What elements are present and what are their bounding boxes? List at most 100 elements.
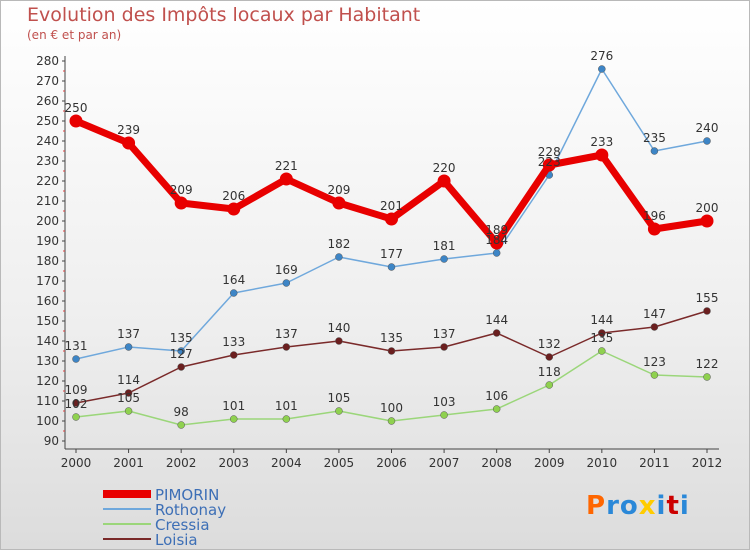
data-point-loisia [72, 399, 80, 407]
data-point-loisia [177, 363, 185, 371]
logo-letter: r [606, 491, 620, 521]
data-label-loisia: 135 [380, 331, 403, 345]
data-label-pimorin: 233 [590, 135, 613, 149]
data-label-rothonay: 177 [380, 247, 403, 261]
data-point-cressia [598, 347, 606, 355]
legend-label-rothonay: Rothonay [155, 501, 226, 519]
logo-letter: t [666, 491, 680, 521]
data-point-pimorin [542, 158, 556, 172]
data-point-rothonay [124, 343, 133, 351]
data-point-rothonay [282, 279, 291, 287]
data-label-cressia: 105 [327, 391, 350, 405]
y-tick-label: 130 [36, 354, 59, 368]
data-label-loisia: 137 [275, 327, 298, 341]
x-tick-label: 2006 [376, 456, 407, 470]
y-tick-label: 190 [36, 234, 59, 248]
data-point-loisia [387, 347, 396, 355]
data-label-rothonay: 164 [222, 273, 245, 287]
y-tick-label: 270 [36, 74, 59, 88]
data-point-pimorin [385, 212, 398, 226]
x-tick-label: 2008 [481, 456, 512, 470]
data-label-rothonay: 182 [327, 237, 350, 251]
chart-title: Evolution des Impôts locaux par Habitant [27, 4, 421, 26]
data-point-rothonay [177, 347, 185, 355]
data-label-cressia: 102 [65, 397, 88, 411]
data-point-pimorin [332, 196, 346, 210]
data-point-pimorin [595, 148, 609, 162]
data-label-loisia: 147 [643, 307, 666, 321]
logo-letter: P [586, 491, 607, 521]
x-tick-label: 2010 [587, 456, 618, 470]
data-label-rothonay: 137 [117, 327, 140, 341]
data-point-loisia [282, 343, 291, 351]
data-point-pimorin [700, 214, 714, 228]
y-tick-label: 150 [36, 314, 59, 328]
data-label-cressia: 123 [643, 355, 666, 369]
data-point-cressia [703, 373, 711, 381]
data-point-cressia [440, 411, 448, 419]
data-label-pimorin: 201 [380, 199, 403, 213]
data-point-rothonay [440, 255, 448, 263]
data-label-loisia: 109 [65, 383, 88, 397]
data-point-loisia [703, 307, 711, 315]
data-point-loisia [598, 329, 606, 337]
data-label-pimorin: 250 [65, 101, 88, 115]
data-point-rothonay [598, 65, 606, 73]
data-label-rothonay: 240 [696, 121, 719, 135]
x-tick-label: 2012 [692, 456, 723, 470]
x-tick-label: 2011 [639, 456, 670, 470]
data-point-pimorin [647, 222, 661, 236]
y-tick-label: 110 [36, 394, 59, 408]
data-label-cressia: 101 [222, 399, 245, 413]
data-label-cressia: 105 [117, 391, 140, 405]
y-tick-label: 100 [36, 414, 59, 428]
data-label-pimorin: 206 [222, 189, 245, 203]
data-point-loisia [492, 329, 501, 337]
data-label-rothonay: 184 [485, 233, 508, 247]
data-label-pimorin: 239 [117, 123, 140, 137]
data-point-rothonay [650, 147, 659, 155]
data-point-rothonay [72, 355, 80, 363]
x-tick-label: 2003 [218, 456, 249, 470]
data-point-cressia [124, 407, 133, 415]
y-tick-label: 230 [36, 154, 59, 168]
data-point-pimorin [69, 114, 83, 128]
x-tick-label: 2004 [271, 456, 302, 470]
proxiti-logo: Proxiti [586, 491, 690, 521]
y-tick-label: 170 [36, 274, 59, 288]
y-tick-label: 220 [36, 174, 59, 188]
y-tick-label: 210 [36, 194, 59, 208]
data-point-pimorin [279, 172, 293, 186]
data-label-pimorin: 189 [485, 223, 508, 237]
data-label-loisia: 127 [170, 347, 193, 361]
data-label-cressia: 100 [380, 401, 403, 415]
data-label-pimorin: 200 [696, 201, 719, 215]
data-point-rothonay [387, 263, 396, 271]
data-label-loisia: 155 [696, 291, 719, 305]
data-point-cressia [230, 415, 238, 423]
data-label-cressia: 101 [275, 399, 298, 413]
data-label-loisia: 144 [485, 313, 508, 327]
y-tick-label: 280 [36, 54, 59, 68]
data-point-loisia [230, 351, 238, 359]
data-label-cressia: 122 [696, 357, 719, 371]
data-point-cressia [282, 415, 291, 423]
data-label-loisia: 114 [117, 373, 140, 387]
x-tick-label: 2000 [61, 456, 92, 470]
data-label-cressia: 103 [433, 395, 456, 409]
y-tick-label: 160 [36, 294, 59, 308]
y-tick-label: 260 [36, 94, 59, 108]
data-label-rothonay: 131 [65, 339, 88, 353]
x-tick-label: 2002 [166, 456, 197, 470]
data-label-loisia: 132 [538, 337, 561, 351]
legend-label-cressia: Cressia [155, 516, 210, 534]
data-label-rothonay: 135 [170, 331, 193, 345]
y-tick-label: 120 [36, 374, 59, 388]
data-point-cressia [492, 405, 501, 413]
data-label-rothonay: 235 [643, 131, 666, 145]
data-label-pimorin: 220 [433, 161, 456, 175]
data-label-cressia: 106 [485, 389, 508, 403]
data-label-pimorin: 209 [170, 183, 193, 197]
y-tick-label: 140 [36, 334, 59, 348]
